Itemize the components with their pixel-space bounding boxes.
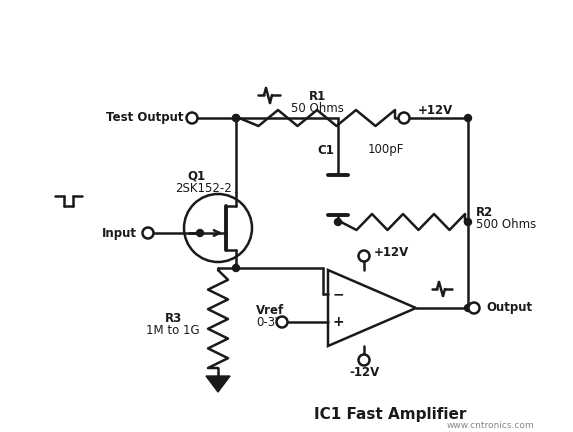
Text: C1: C1 — [317, 143, 334, 156]
Text: 1M to 1G: 1M to 1G — [146, 324, 200, 337]
Text: R3: R3 — [164, 311, 182, 324]
Circle shape — [469, 302, 480, 314]
Circle shape — [233, 264, 240, 271]
Text: Input: Input — [102, 226, 137, 239]
Circle shape — [335, 219, 342, 226]
Text: R2: R2 — [476, 206, 493, 219]
Circle shape — [465, 114, 472, 121]
Text: +12V: +12V — [374, 245, 409, 258]
Text: 50 Ohms: 50 Ohms — [291, 102, 343, 114]
Text: -12V: -12V — [349, 365, 379, 378]
Text: R1: R1 — [308, 89, 325, 102]
Text: Test Output: Test Output — [107, 111, 184, 124]
Circle shape — [233, 114, 240, 121]
Text: +: + — [332, 315, 344, 329]
Text: Output: Output — [486, 302, 532, 314]
Text: 100pF: 100pF — [368, 143, 405, 156]
Text: −: − — [332, 287, 344, 301]
Text: +12V: +12V — [418, 104, 453, 117]
Text: 0-3V: 0-3V — [257, 315, 284, 328]
Circle shape — [465, 219, 472, 226]
Circle shape — [465, 305, 472, 311]
Circle shape — [359, 355, 370, 365]
Circle shape — [197, 229, 203, 236]
Circle shape — [143, 228, 154, 238]
Text: www.cntronics.com: www.cntronics.com — [446, 420, 534, 429]
Circle shape — [359, 251, 370, 261]
Circle shape — [233, 114, 240, 121]
Text: 2SK152-2: 2SK152-2 — [176, 181, 233, 194]
Circle shape — [398, 112, 410, 124]
Circle shape — [186, 112, 198, 124]
Circle shape — [277, 317, 288, 327]
Text: Q1: Q1 — [187, 169, 205, 182]
Text: Vref: Vref — [256, 304, 284, 317]
Text: IC1 Fast Amplifier: IC1 Fast Amplifier — [314, 407, 466, 422]
Polygon shape — [206, 376, 230, 392]
Text: 500 Ohms: 500 Ohms — [476, 219, 536, 232]
